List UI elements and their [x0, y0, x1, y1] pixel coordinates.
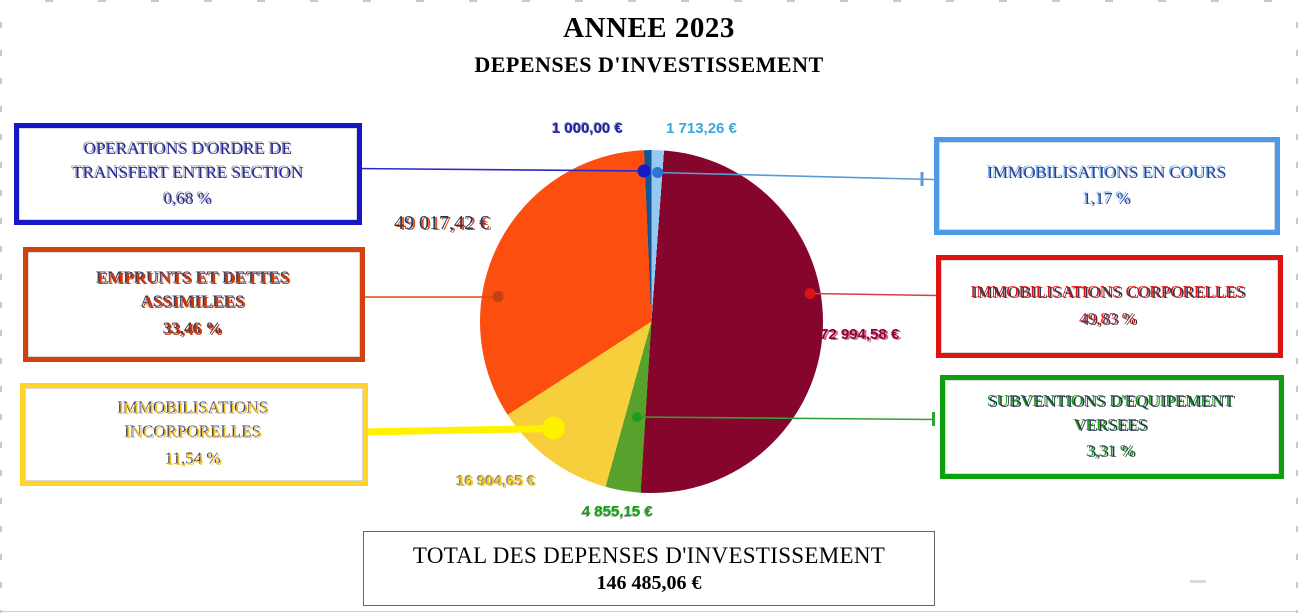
callout-emprunts-dettes: EMPRUNTS ET DETTES ASSIMILEES 33,46 % — [23, 247, 365, 362]
total-label: TOTAL DES DEPENSES D'INVESTISSEMENT — [412, 542, 886, 568]
pie-chart — [480, 150, 823, 493]
chart-subtitle: DEPENSES D'INVESTISSEMENT — [474, 52, 824, 77]
callout-operations-ordre: OPERATIONS D'ORDRE DE TRANSFERT ENTRE SE… — [14, 123, 362, 225]
edge-ticks-left — [0, 0, 2, 613]
callout-subventions-label: SUBVENTIONS D'EQUIPEMENT VERSEES — [988, 391, 1236, 435]
callout-en-cours-percent: 1,17 % — [1082, 189, 1132, 208]
leader-line-corporelles — [809, 292, 938, 297]
value-label-en-cours: 1 713,26 € — [666, 120, 737, 137]
callout-immobilisations-corporelles: IMMOBILISATIONS CORPORELLES 49,83 % — [936, 255, 1283, 358]
value-label-incorporelles: 16 904,65 € — [457, 473, 537, 490]
callout-immobilisations-incorporelles: IMMOBILISATIONS INCORPORELLES 11,54 % — [20, 383, 368, 486]
callout-operations-label: OPERATIONS D'ORDRE DE TRANSFERT ENTRE SE… — [72, 138, 304, 182]
callout-en-cours-label: IMMOBILISATIONS EN COURS — [987, 162, 1227, 182]
edge-ticks-right — [1296, 0, 1298, 613]
callout-subventions-percent: 3,31 % — [1087, 442, 1137, 462]
chart-title: ANNEE 2023 — [563, 12, 735, 44]
bottom-rule — [0, 611, 1298, 612]
callout-immobilisations-en-cours: IMMOBILISATIONS EN COURS 1,17 % — [934, 137, 1280, 235]
callout-emprunts-percent: 33,46 % — [164, 319, 224, 339]
chart-header: ANNEE 2023 DEPENSES D'INVESTISSEMENT — [0, 0, 1298, 78]
callout-corporelles-percent: 49,83 % — [1081, 309, 1138, 329]
value-label-corporelles: 72 994,58 € — [820, 326, 900, 343]
callout-incorporelles-label: IMMOBILISATIONS INCORPORELLES — [118, 399, 270, 443]
scan-artifact-dash — [1190, 580, 1206, 583]
total-value: 146 485,06 € — [596, 571, 702, 594]
callout-operations-percent: 0,68 % — [163, 189, 213, 209]
value-label-emprunts: 49 017,42 € — [394, 212, 489, 234]
value-label-subventions: 4 855,15 € — [582, 503, 653, 520]
callout-incorporelles-percent: 11,54 % — [165, 449, 223, 469]
total-box: TOTAL DES DEPENSES D'INVESTISSEMENT 146 … — [363, 531, 935, 606]
callout-subventions-equipement: SUBVENTIONS D'EQUIPEMENT VERSEES 3,31 % — [940, 375, 1284, 479]
value-label-operations: 1 000,00 € — [552, 120, 623, 137]
callout-emprunts-label: EMPRUNTS ET DETTES ASSIMILEES — [97, 269, 291, 313]
edge-ticks-top — [0, 0, 1298, 2]
callout-corporelles-label: IMMOBILISATIONS CORPORELLES — [972, 283, 1247, 303]
